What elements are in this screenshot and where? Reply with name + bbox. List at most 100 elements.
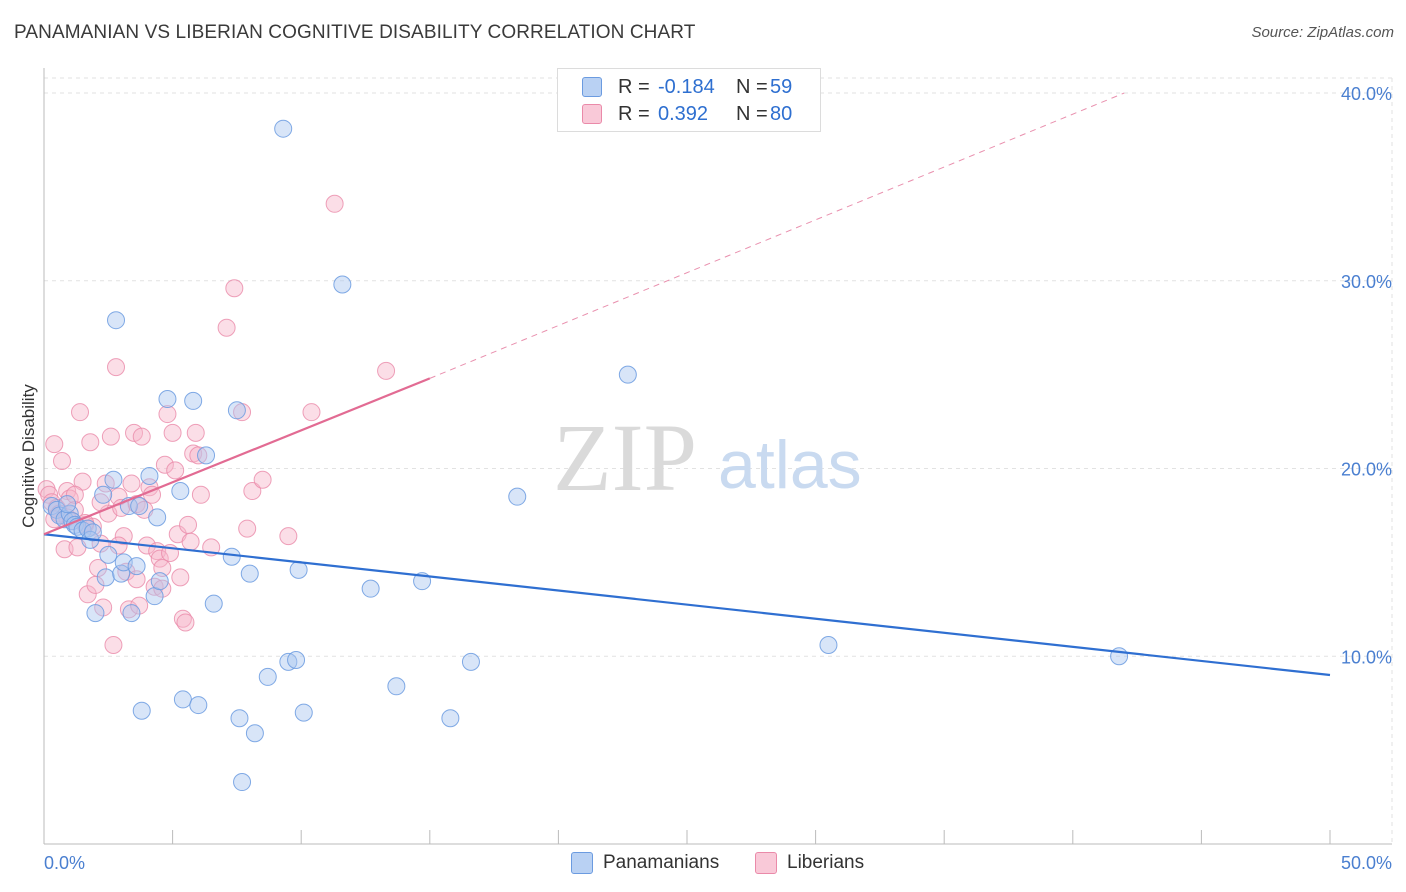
panamanian-point xyxy=(258,667,277,686)
panamanian-point xyxy=(274,119,293,138)
panamanian-point xyxy=(122,604,141,623)
liberian-point xyxy=(166,461,185,480)
panamanian-point xyxy=(230,709,249,728)
liberian-point xyxy=(132,427,151,446)
panamanian-point xyxy=(618,365,637,384)
series-legend: Panamanians Liberians xyxy=(0,852,1406,878)
legend-item-panamanians[interactable]: Panamanians xyxy=(571,852,719,874)
series-liberians xyxy=(37,194,396,654)
liberian-point xyxy=(130,596,149,615)
liberian-point xyxy=(71,403,90,422)
watermark-atlas: atlas xyxy=(718,427,862,503)
panamanian-point xyxy=(171,482,190,501)
panamanian-point xyxy=(387,677,406,696)
legend-n-value: 80 xyxy=(770,102,793,125)
liberian-point xyxy=(145,577,164,596)
legend-swatch-pink xyxy=(582,104,602,124)
liberian-point xyxy=(101,427,120,446)
trendlines xyxy=(43,92,1331,677)
x-tick-label: 50.0% xyxy=(1341,853,1392,873)
legend-r-label: R = xyxy=(618,75,650,98)
source-label: Source: ZipAtlas.com xyxy=(1251,24,1394,41)
panamanian-point xyxy=(204,594,223,613)
panamanian-point xyxy=(287,651,306,670)
liberian-point xyxy=(217,318,236,337)
panamanian-point xyxy=(83,523,102,542)
legend-row-liberians: R = 0.392 N = 80 xyxy=(582,101,792,127)
panamanian-point xyxy=(227,401,246,420)
liberian-point xyxy=(186,423,205,442)
panamanian-point xyxy=(150,572,169,591)
liberian-point xyxy=(78,585,97,604)
liberian-point xyxy=(53,452,72,470)
x-tick-label: 0.0% xyxy=(44,853,85,873)
legend-r-value: -0.184 xyxy=(658,75,715,98)
panamanian-point xyxy=(222,547,241,566)
legend-item-liberians[interactable]: Liberians xyxy=(755,852,864,874)
liberian-point xyxy=(155,455,174,474)
legend-label-liberians: Liberians xyxy=(787,852,865,873)
liberian-point xyxy=(114,527,133,546)
panamanian-point xyxy=(107,311,126,330)
liberian-point xyxy=(153,579,172,598)
panamanian-point xyxy=(233,773,252,792)
legend-row-panamanians: R = -0.184 N = 59 xyxy=(582,74,792,100)
panamanian-point xyxy=(86,604,105,623)
panamanian-point xyxy=(99,545,118,564)
panamanian-point xyxy=(289,560,308,579)
panamanian-point xyxy=(508,487,527,506)
liberian-point xyxy=(171,568,190,587)
liberian-point xyxy=(253,470,272,489)
panamanian-point xyxy=(294,703,313,722)
legend-swatch-pink xyxy=(755,852,777,874)
liberian-point xyxy=(243,482,262,501)
liberian-trendline-extension xyxy=(429,92,1125,379)
liberian-point xyxy=(302,403,321,422)
panamanian-point xyxy=(132,701,151,720)
panamanian-point xyxy=(94,485,113,504)
panamanian-point xyxy=(441,709,460,728)
liberian-point xyxy=(189,446,208,465)
liberian-point xyxy=(89,559,108,578)
legend-label-panamanians: Panamanians xyxy=(603,852,720,873)
liberian-point xyxy=(325,194,344,213)
liberian-point xyxy=(73,472,92,491)
watermark: ZIP atlas xyxy=(553,404,862,511)
panamanian-trendline xyxy=(43,533,1331,677)
legend-r-value: 0.392 xyxy=(658,102,709,125)
panamanian-point xyxy=(819,635,838,654)
panamanian-point xyxy=(361,579,380,598)
legend-r-label: R = xyxy=(618,102,650,125)
y-tick-label: 10.0% xyxy=(1341,647,1392,667)
y-tick-label: 40.0% xyxy=(1341,84,1392,104)
panamanian-point xyxy=(189,696,208,715)
y-tick-label: 30.0% xyxy=(1341,272,1392,292)
liberian-point xyxy=(81,433,100,452)
liberian-point xyxy=(65,485,84,504)
watermark-zip: ZIP xyxy=(553,404,697,511)
legend-n-value: 59 xyxy=(770,75,793,98)
liberian-point xyxy=(377,361,396,380)
y-tick-label: 20.0% xyxy=(1341,460,1392,480)
legend-n-label: N = xyxy=(736,75,768,98)
liberian-point xyxy=(104,635,123,654)
legend-n-label: N = xyxy=(736,102,768,125)
liberian-point xyxy=(225,279,244,298)
panamanian-point xyxy=(148,508,167,527)
stats-legend: R = -0.184 N = 59 R = 0.392 N = 80 xyxy=(557,68,821,132)
panamanian-point xyxy=(240,564,259,583)
panamanian-point xyxy=(112,564,131,583)
liberian-point xyxy=(40,485,59,504)
panamanian-point xyxy=(158,390,177,409)
liberian-point xyxy=(107,358,126,377)
liberian-point xyxy=(181,532,200,551)
axes xyxy=(43,68,1392,845)
panamanian-point xyxy=(130,497,149,516)
panamanian-point xyxy=(140,467,159,486)
liberian-point xyxy=(238,519,257,538)
panamanian-point xyxy=(104,470,123,489)
liberian-point xyxy=(153,559,172,578)
panamanian-point xyxy=(197,446,216,465)
panamanian-point xyxy=(96,568,115,587)
